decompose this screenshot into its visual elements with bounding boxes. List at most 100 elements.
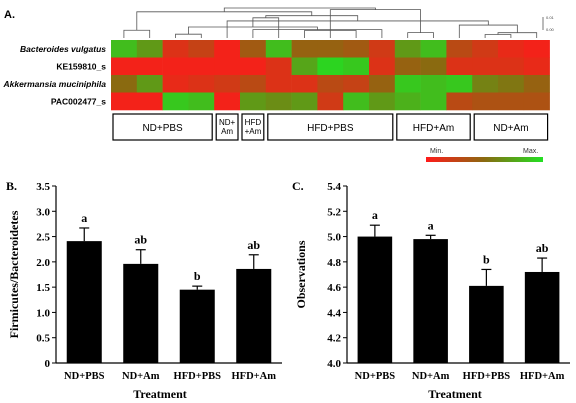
heatmap-cell — [394, 75, 421, 93]
dendrogram-branch — [188, 26, 318, 35]
heatmap-cell — [369, 57, 396, 76]
heatmap-cell — [420, 75, 447, 93]
dendrogram-branch — [175, 33, 202, 38]
plot-area-c: 4.0 4.2 4.4 4.6 4.8 5.0 5.2 5.4 a ND+PBS a ND+Am b HF… — [327, 181, 570, 382]
y-tick-label: 2.0 — [36, 257, 50, 269]
x-tick-label: HFD+PBS — [463, 371, 511, 382]
significance-letter: ab — [134, 233, 147, 247]
x-axis-label-b: Treatment — [133, 387, 187, 401]
y-tick-label: 0 — [45, 358, 51, 370]
heatmap-group-label: ND+PBS — [142, 123, 183, 134]
y-tick-label: 4.6 — [327, 282, 341, 294]
dendrogram-branch — [407, 32, 434, 38]
heatmap-cell — [369, 92, 396, 111]
heatmap-cell — [394, 57, 421, 76]
dendrogram — [123, 7, 544, 38]
y-tick-label: 3.5 — [36, 181, 50, 193]
heatmap-cell — [188, 92, 215, 111]
significance-letter: a — [81, 211, 87, 225]
heatmap-panel: A. 0.01 0.00 Bacteroides vulgatus KE15981… — [2, 7, 555, 162]
heatmap-cell — [136, 92, 163, 111]
color-scale-min-label: Min. — [430, 148, 443, 155]
heatmap-group-labels: ND+PBS ND+ Am HFD +Am HFD+PBS HFD+Am ND+Am — [112, 113, 549, 141]
dendrogram-branch — [265, 15, 359, 21]
heatmap-cell — [265, 92, 292, 111]
dendrogram-branch — [252, 17, 280, 38]
dendrogram-branch — [458, 24, 518, 38]
heatmap-group-label: HFD+Am — [413, 123, 454, 134]
heatmap-cell — [369, 75, 396, 93]
bar — [236, 268, 272, 363]
heatmap-cell — [498, 75, 525, 93]
x-tick-label: ND+Am — [412, 371, 450, 382]
bar — [123, 263, 159, 363]
heatmap-group-box — [267, 113, 394, 141]
color-scale-bar — [426, 157, 543, 162]
heatmap-row-label: Bacteroides vulgatus — [20, 44, 106, 54]
bar — [469, 285, 504, 363]
y-tick-label: 4.8 — [327, 257, 341, 269]
heatmap-cell — [162, 92, 189, 111]
heatmap-cell — [446, 92, 473, 111]
significance-letter: ab — [247, 238, 260, 252]
heatmap-cell — [523, 75, 550, 93]
dendrogram-branch — [484, 34, 512, 38]
y-tick-label: 5.4 — [327, 181, 341, 193]
heatmap-row-label: Akkermansia muciniphila — [2, 79, 106, 89]
y-tick-label: 4.4 — [327, 307, 341, 319]
dendrogram-branch — [123, 29, 151, 38]
heatmap-cell — [265, 57, 292, 76]
heatmap-cell — [265, 75, 292, 93]
x-tick-label: ND+PBS — [64, 371, 105, 382]
x-axis-label-c: Treatment — [428, 387, 482, 401]
significance-letter: a — [372, 208, 378, 222]
heatmap-cell — [240, 75, 267, 93]
heatmap-cell — [472, 75, 499, 93]
bar-chart-observations: C. Observations Treatment 4.04.24.44.64.… — [292, 179, 570, 401]
heatmap-cell — [162, 75, 189, 93]
heatmap-cell — [369, 40, 396, 58]
heatmap-row-label: PAC002477_s — [51, 97, 106, 107]
x-tick-label: ND+Am — [122, 371, 160, 382]
heatmap-cell — [265, 40, 292, 58]
heatmap-cell — [111, 92, 138, 111]
significance-letter: b — [483, 252, 490, 266]
bar — [413, 239, 448, 363]
x-tick-label: HFD+PBS — [174, 371, 222, 382]
heatmap-cell — [111, 40, 138, 58]
heatmap-group-label: HFD+Am — [245, 118, 262, 136]
heatmap-cell — [214, 40, 241, 58]
heatmap-cell — [111, 57, 138, 76]
heatmap-group-box — [112, 113, 213, 141]
y-tick-label: 3.0 — [36, 206, 50, 218]
dendrogram-branch — [223, 7, 376, 12]
panel-label-c: C. — [292, 179, 304, 193]
significance-letter: b — [194, 269, 201, 283]
heatmap-cell — [136, 40, 163, 58]
heatmap-cell — [291, 57, 318, 76]
heatmap-cell — [446, 57, 473, 76]
y-axis-label-b: Firmicutes/Bacteroidetes — [7, 210, 21, 338]
heatmap-cell — [498, 57, 525, 76]
heatmap-cell — [343, 75, 370, 93]
significance-letter: ab — [536, 241, 549, 255]
y-tick-label: 0.5 — [36, 333, 50, 345]
heatmap-cell — [394, 92, 421, 111]
heatmap-cell — [162, 40, 189, 58]
heatmap-group-label: ND+Am — [219, 118, 236, 136]
heatmap-cell — [523, 40, 550, 58]
y-tick-label: 5.2 — [327, 206, 341, 218]
heatmap-cell — [214, 92, 241, 111]
heatmap-group-box — [241, 113, 265, 141]
heatmap-cell — [188, 75, 215, 93]
bar — [357, 236, 393, 363]
x-tick-label: HFD+Am — [232, 371, 277, 382]
heatmap-cell — [420, 92, 447, 111]
heatmap-cell — [446, 40, 473, 58]
significance-letter: a — [428, 218, 434, 232]
heatmap-cell — [343, 57, 370, 76]
heatmap-cell — [317, 75, 344, 93]
y-tick-label: 2.5 — [36, 232, 50, 244]
heatmap-cell — [420, 57, 447, 76]
